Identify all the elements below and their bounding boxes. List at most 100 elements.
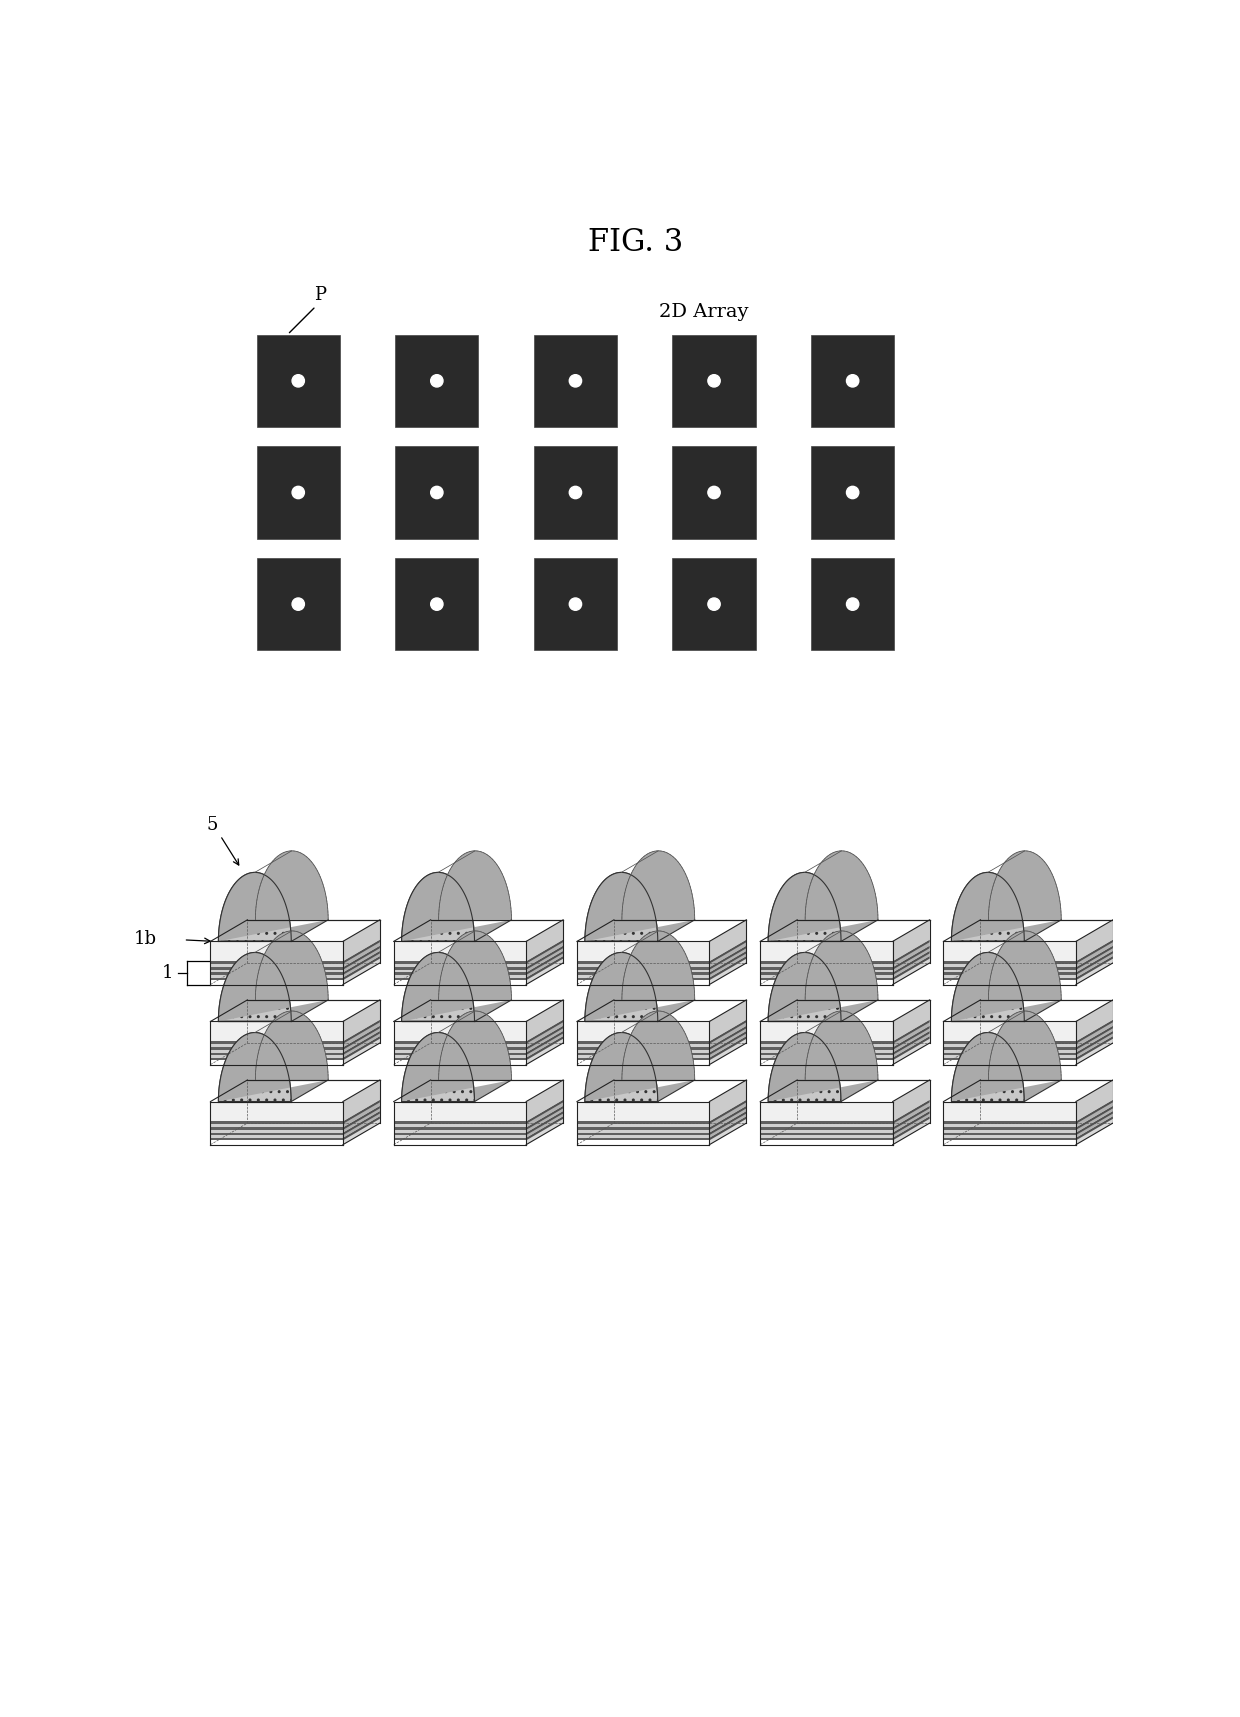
Polygon shape [893, 1080, 930, 1121]
Circle shape [430, 374, 443, 386]
Polygon shape [394, 1133, 526, 1135]
Polygon shape [893, 1102, 930, 1128]
Bar [257, 335, 340, 428]
Polygon shape [760, 1080, 930, 1102]
Polygon shape [709, 999, 746, 1065]
Polygon shape [343, 1116, 379, 1140]
Circle shape [430, 486, 443, 498]
Polygon shape [218, 1011, 329, 1102]
Polygon shape [893, 999, 930, 1065]
Bar [811, 446, 894, 539]
Text: 1b: 1b [134, 931, 156, 948]
Polygon shape [944, 1044, 1076, 1047]
Polygon shape [211, 975, 343, 977]
Polygon shape [944, 975, 1076, 977]
Polygon shape [577, 1140, 709, 1145]
Polygon shape [944, 1140, 1076, 1145]
Polygon shape [709, 1109, 746, 1133]
Polygon shape [1076, 1101, 1112, 1125]
Polygon shape [394, 1121, 526, 1125]
Polygon shape [1076, 1035, 1112, 1061]
Polygon shape [1076, 920, 1112, 984]
Polygon shape [343, 1114, 379, 1138]
Polygon shape [893, 1101, 930, 1125]
Bar [257, 558, 340, 651]
Polygon shape [343, 920, 379, 984]
Polygon shape [394, 1061, 526, 1065]
Polygon shape [211, 1080, 379, 1102]
Polygon shape [526, 939, 563, 963]
Polygon shape [394, 1022, 526, 1041]
Polygon shape [760, 1056, 893, 1058]
Polygon shape [709, 958, 746, 984]
Polygon shape [760, 1061, 893, 1065]
Polygon shape [394, 972, 526, 975]
Polygon shape [951, 931, 1061, 1022]
Polygon shape [211, 1056, 343, 1058]
Polygon shape [1076, 946, 1112, 970]
Polygon shape [760, 1044, 893, 1047]
Polygon shape [760, 1102, 893, 1145]
Polygon shape [944, 1041, 1076, 1044]
Polygon shape [343, 999, 379, 1041]
Polygon shape [394, 967, 526, 970]
Polygon shape [893, 956, 930, 980]
Polygon shape [577, 972, 709, 975]
Polygon shape [211, 972, 343, 975]
Polygon shape [760, 1049, 893, 1053]
Bar [534, 335, 618, 428]
Polygon shape [760, 1102, 893, 1121]
Polygon shape [577, 1049, 709, 1053]
Polygon shape [211, 941, 343, 962]
Polygon shape [709, 1034, 746, 1058]
Polygon shape [944, 970, 1076, 972]
Polygon shape [944, 1102, 1076, 1145]
Polygon shape [211, 1053, 343, 1056]
Polygon shape [893, 1119, 930, 1145]
Polygon shape [893, 1116, 930, 1140]
Polygon shape [944, 1121, 1076, 1125]
Polygon shape [218, 931, 329, 1022]
Polygon shape [394, 962, 526, 963]
Polygon shape [211, 1047, 343, 1049]
Polygon shape [893, 920, 930, 984]
Polygon shape [394, 941, 526, 962]
Polygon shape [343, 1102, 379, 1128]
Polygon shape [769, 852, 878, 941]
Circle shape [293, 598, 304, 610]
Polygon shape [526, 1039, 563, 1065]
Polygon shape [526, 1025, 563, 1049]
Polygon shape [769, 1032, 841, 1102]
Polygon shape [577, 980, 709, 984]
Polygon shape [944, 1133, 1076, 1135]
Polygon shape [577, 977, 709, 980]
Polygon shape [343, 1106, 379, 1130]
Bar [672, 558, 755, 651]
Polygon shape [769, 1011, 878, 1102]
Polygon shape [211, 1044, 343, 1047]
Polygon shape [218, 852, 329, 941]
Polygon shape [211, 967, 343, 970]
Polygon shape [585, 1032, 657, 1102]
Polygon shape [1076, 1106, 1112, 1130]
Polygon shape [893, 951, 930, 975]
Polygon shape [211, 1133, 343, 1135]
Bar [811, 335, 894, 428]
Polygon shape [760, 980, 893, 984]
Polygon shape [760, 967, 893, 970]
Polygon shape [394, 1058, 526, 1061]
Polygon shape [893, 939, 930, 963]
Polygon shape [944, 941, 1076, 962]
Polygon shape [893, 1080, 930, 1145]
Polygon shape [526, 1080, 563, 1121]
Text: 1: 1 [162, 963, 174, 982]
Polygon shape [343, 1030, 379, 1056]
Polygon shape [760, 975, 893, 977]
Polygon shape [526, 1106, 563, 1130]
Polygon shape [211, 1102, 343, 1121]
Polygon shape [402, 852, 511, 941]
Polygon shape [769, 872, 841, 941]
Polygon shape [394, 1128, 526, 1130]
Polygon shape [577, 999, 746, 1022]
Circle shape [847, 374, 859, 386]
